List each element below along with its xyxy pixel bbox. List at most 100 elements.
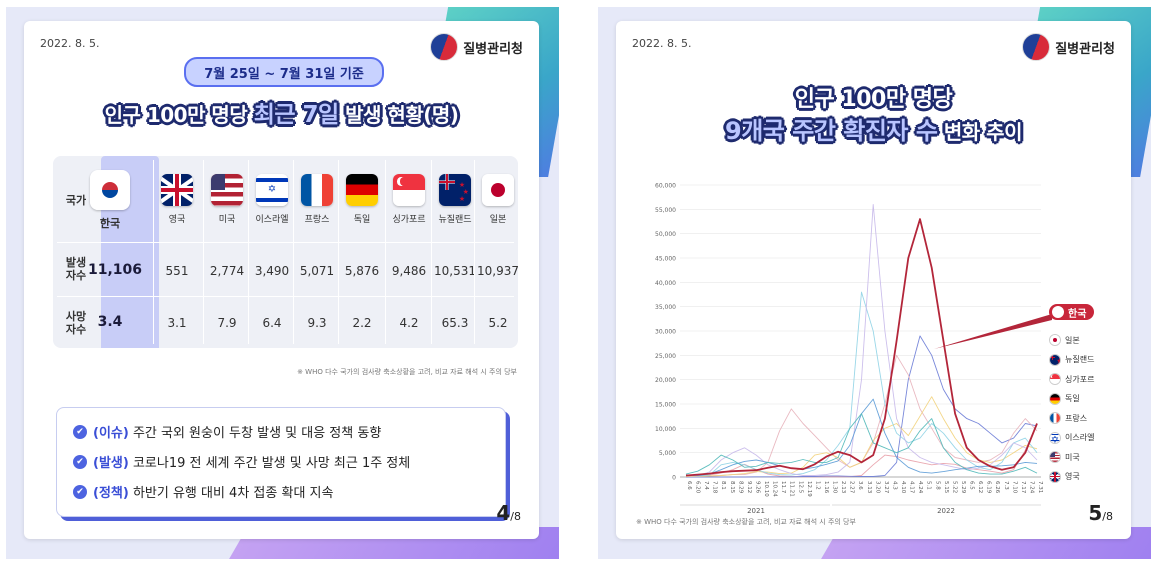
issue-item-3: ✔ (정책) 하반기 유행 대비 4차 접종 확대 지속: [73, 482, 333, 501]
israel-flag-icon: ✡: [1049, 431, 1061, 444]
deaths-value: 5.2: [488, 316, 508, 330]
cases-value: 5,876: [344, 264, 380, 278]
title-prefix: 인구 100만 명당: [104, 103, 254, 127]
cases-value: 3,490: [254, 264, 290, 278]
issue-text: 코로나19 전 세계 주간 발생 및 사망 최근 1주 정체: [128, 456, 411, 471]
deaths-value: 3.4: [97, 314, 123, 330]
legend-label: 미국: [1065, 452, 1080, 462]
x-tick-label: 1.16: [823, 481, 829, 494]
legend-label: 이스라엘: [1065, 433, 1095, 442]
issue-item-2: ✔ (발생) 코로나19 전 세계 주간 발생 및 사망 최근 1주 정체: [73, 452, 410, 471]
issue-item-1: ✔ (이슈) 주간 국외 원숭이 두창 발생 및 대응 정책 동향: [73, 422, 381, 441]
x-tick-label: 12.19: [806, 481, 812, 497]
y-tick-label: 55,000: [655, 207, 676, 214]
x-tick-label: 1.30: [832, 481, 838, 494]
year-label-2022: 2022: [937, 507, 955, 515]
kdca-emblem-icon: [430, 33, 459, 61]
column-divider: [385, 160, 386, 344]
x-tick-label: 6.12: [977, 481, 983, 493]
row-label-deaths: 사망 자수: [65, 310, 87, 336]
deaths-value: 9.3: [307, 316, 327, 330]
column-divider: [474, 160, 475, 344]
legend-label: 독일: [1065, 394, 1080, 403]
x-tick-label: 7.18: [712, 481, 718, 494]
x-tick-label: 4.24: [917, 481, 923, 494]
deaths-value: 6.4: [262, 316, 282, 330]
x-tick-label: 6.19: [986, 481, 992, 494]
us-flag-icon: [211, 174, 243, 206]
y-tick-label: 15,000: [655, 402, 676, 409]
column-divider: [248, 160, 249, 344]
country-header-france: 프랑스: [295, 174, 339, 225]
slide-4-panel: 2022. 8. 5. 질병관리청 7월 25일 ~ 7월 31일 기준 인구 …: [6, 7, 559, 559]
country-header-japan: 일본: [476, 174, 520, 225]
legend-label: 싱가포르: [1065, 374, 1095, 384]
korea-flag-icon: [1052, 306, 1064, 318]
row-divider: [57, 296, 514, 297]
x-tick-label: 5.22: [951, 481, 957, 493]
kdca-name: 질병관리청: [1055, 41, 1115, 57]
country-header-germany: 독일: [340, 174, 384, 225]
series-line-uk: [685, 413, 1038, 475]
x-tick-label: 4.10: [900, 481, 906, 494]
page-number: 5/8: [1088, 501, 1113, 525]
legend-item: 미국: [1049, 451, 1080, 463]
chart-title-line2: 9개국 주간 확진자 수 변화 추이: [616, 111, 1131, 146]
check-icon: ✔: [73, 424, 87, 439]
issue-tag: (발생): [93, 456, 129, 471]
germany-flag-icon: [1049, 392, 1061, 405]
kdca-logo: 질병관리청: [1022, 33, 1115, 61]
legend-label: 뉴질랜드: [1065, 355, 1095, 364]
x-tick-label: 8.29: [737, 481, 743, 494]
japan-flag-icon: [482, 174, 514, 206]
legend-label: 일본: [1065, 335, 1080, 345]
y-tick-label: 40,000: [655, 280, 676, 287]
x-tick-label: 2.13: [840, 481, 846, 494]
chart-title-highlight: 9개국 주간 확진자 수: [725, 117, 938, 145]
deaths-value: 3.1: [167, 316, 187, 330]
column-divider: [293, 160, 294, 344]
note-text: ※ WHO 다수 국가의 검사량 축소상황을 고려, 비교 자료 해석 시 주의…: [297, 368, 517, 376]
x-tick-label: 6.20: [695, 481, 701, 494]
slide-date: 2022. 8. 5.: [632, 37, 692, 50]
korea-flag-icon: [90, 170, 130, 210]
new-zealand-flag-icon: ★★★: [1049, 353, 1061, 366]
x-tick-label: 7.3: [1003, 481, 1009, 490]
y-tick-label: 50,000: [655, 231, 676, 238]
country-name: 뉴질랜드: [438, 215, 472, 225]
deaths-value: 4.2: [399, 316, 419, 330]
x-tick-label: 7.4: [703, 481, 709, 490]
israel-flag-icon: ✡: [256, 174, 288, 206]
x-tick-label: 5.15: [943, 481, 949, 494]
column-divider: [203, 160, 204, 344]
kdca-emblem-icon: [1022, 33, 1051, 61]
kdca-name: 질병관리청: [463, 41, 523, 57]
germany-flag-icon: [346, 174, 378, 206]
x-tick-label: 4.17: [909, 481, 915, 494]
x-tick-label: 6.26: [994, 481, 1000, 494]
legend-label: 프랑스: [1065, 413, 1088, 423]
country-name: 프랑스: [304, 215, 330, 225]
y-tick-label: 0: [672, 475, 676, 482]
y-tick-label: 30,000: [655, 329, 676, 336]
deaths-value: 2.2: [352, 316, 372, 330]
slide-5-card: 2022. 8. 5. 질병관리청 인구 100만 명당 9개국 주간 확진자 …: [616, 21, 1131, 539]
country-name: 미국: [218, 215, 236, 225]
legend-item: ★★★ 뉴질랜드: [1049, 353, 1095, 366]
check-icon: ✔: [73, 454, 87, 469]
x-tick-label: 2.27: [849, 481, 855, 494]
x-tick-label: 7.10: [1011, 481, 1017, 494]
column-divider: [338, 160, 339, 344]
check-icon: ✔: [73, 484, 87, 499]
row-divider: [57, 242, 514, 243]
cases-value: 5,071: [299, 264, 335, 278]
x-tick-label: 7.24: [1028, 481, 1034, 494]
series-line-new-zealand: [686, 335, 1038, 478]
deaths-value: 65.3: [441, 316, 469, 330]
country-header-new-zealand: ★ ★ ★ 뉴질랜드: [433, 174, 477, 225]
legend-item: 프랑스: [1049, 412, 1087, 424]
series-line-france: [685, 291, 1038, 477]
series-line-japan: [685, 423, 1038, 478]
slide-5-panel: 2022. 8. 5. 질병관리청 인구 100만 명당 9개국 주간 확진자 …: [598, 7, 1151, 559]
kdca-logo: 질병관리청: [430, 33, 523, 61]
